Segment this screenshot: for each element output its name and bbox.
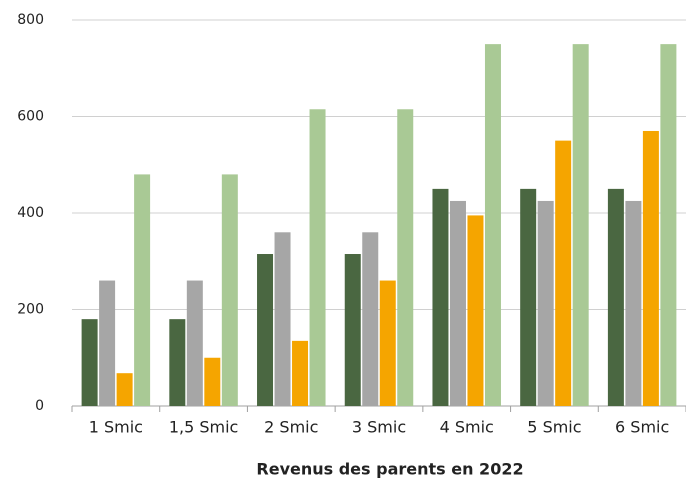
bar	[520, 188, 537, 406]
x-axis-title: Revenus des parents en 2022	[256, 460, 523, 479]
bar	[362, 232, 379, 406]
bar	[625, 200, 642, 406]
bar	[660, 44, 677, 406]
x-tick-label: 1 Smic	[89, 418, 143, 437]
bar	[397, 109, 414, 406]
bar	[309, 109, 326, 406]
bar	[537, 200, 554, 406]
bar	[642, 130, 659, 406]
bar	[467, 215, 484, 406]
bar	[204, 357, 221, 406]
x-tick-label: 2 Smic	[264, 418, 318, 437]
x-tick-label: 1,5 Smic	[169, 418, 239, 437]
bar	[607, 188, 624, 406]
bar	[257, 254, 274, 406]
bar	[432, 188, 449, 406]
bar	[484, 44, 501, 406]
y-tick-label: 0	[35, 398, 44, 414]
bar	[344, 254, 361, 406]
bar	[81, 319, 98, 406]
bar	[169, 319, 186, 406]
y-tick-label: 600	[17, 109, 44, 125]
bar	[292, 340, 309, 406]
bar	[379, 280, 396, 406]
bar	[274, 232, 291, 406]
bar	[555, 140, 572, 406]
x-tick-label: 5 Smic	[527, 418, 581, 437]
bar	[186, 280, 203, 406]
y-tick-label: 400	[17, 205, 44, 221]
y-tick-label: 800	[17, 12, 44, 28]
bar	[221, 174, 238, 406]
bar	[116, 373, 133, 406]
x-tick-label: 6 Smic	[615, 418, 669, 437]
bar	[134, 174, 151, 406]
bar	[572, 44, 589, 406]
x-tick-label: 3 Smic	[352, 418, 406, 437]
x-tick-label: 4 Smic	[440, 418, 494, 437]
y-tick-label: 200	[17, 302, 44, 318]
bar	[99, 280, 116, 406]
bar	[449, 200, 466, 406]
